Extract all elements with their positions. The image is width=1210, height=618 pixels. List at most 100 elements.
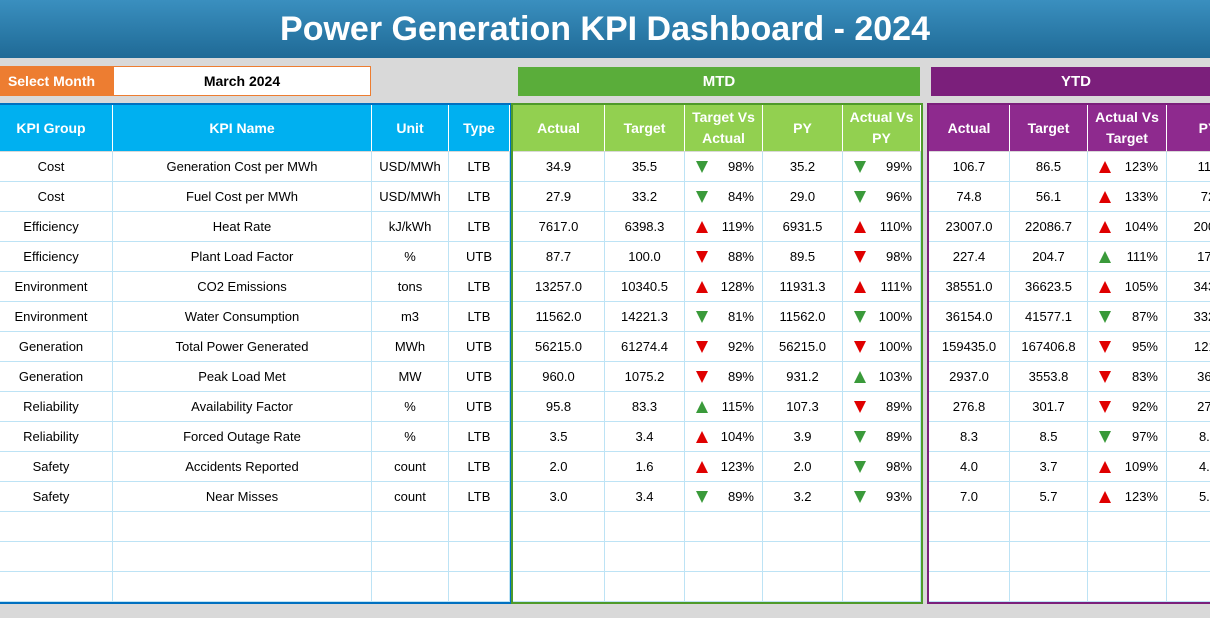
table-cell — [1167, 542, 1210, 572]
column-header: Type — [449, 105, 510, 151]
table-cell: 10340.5 — [605, 272, 685, 302]
table-cell: 35.5 — [605, 152, 685, 182]
table-cell — [449, 512, 510, 542]
table-cell: 87.7 — [513, 242, 605, 272]
cell-text: 92% — [727, 339, 754, 354]
cell-text: 104% — [1124, 219, 1158, 234]
status-arrow — [1099, 400, 1111, 413]
table-cell: 3.5 — [513, 422, 605, 452]
table-cell: 100% — [843, 332, 921, 362]
status-arrow — [696, 400, 708, 413]
column-header: PY — [1167, 105, 1210, 151]
status-icon — [854, 280, 866, 293]
status-icon — [854, 190, 866, 203]
column-header: KPI Name — [113, 105, 372, 151]
table-cell: 931.2 — [763, 362, 843, 392]
status-arrow — [1099, 460, 1111, 473]
table-cell: 123% — [685, 452, 763, 482]
cell-text: 115% — [721, 399, 754, 414]
month-selector[interactable]: March 2024 — [113, 66, 371, 96]
status-arrow — [1099, 250, 1111, 263]
status-icon — [1099, 340, 1111, 353]
cell-text: 100% — [878, 339, 912, 354]
table-cell: MWh — [372, 332, 449, 362]
table-cell: kJ/kWh — [372, 212, 449, 242]
status-arrow — [854, 250, 866, 263]
status-icon — [1099, 250, 1111, 263]
table-cell — [605, 512, 685, 542]
table-cell: Efficiency — [0, 242, 113, 272]
status-arrow — [854, 310, 866, 323]
table-cell: % — [372, 422, 449, 452]
status-icon — [696, 400, 708, 413]
table-cell: 1211 — [1167, 332, 1210, 362]
table-cell: 2.0 — [763, 452, 843, 482]
status-arrow — [696, 430, 708, 443]
cell-text: 88% — [727, 249, 754, 264]
table-cell: Safety — [0, 452, 113, 482]
table-cell: % — [372, 392, 449, 422]
table-cell: 92% — [1088, 392, 1167, 422]
table-cell — [0, 512, 113, 542]
cell-text: 103% — [878, 369, 912, 384]
table-cell: 56215.0 — [763, 332, 843, 362]
table-cell: 41577.1 — [1010, 302, 1088, 332]
ytd-banner: YTD — [931, 67, 1210, 96]
table-cell: LTB — [449, 152, 510, 182]
table-cell — [1010, 542, 1088, 572]
table-cell: 14221.3 — [605, 302, 685, 332]
table-cell — [1167, 572, 1210, 602]
table-cell: LTB — [449, 422, 510, 452]
table-cell: 35.2 — [763, 152, 843, 182]
table-cell: UTB — [449, 362, 510, 392]
cell-text: 123% — [1124, 159, 1158, 174]
cell-text: 133% — [1124, 189, 1158, 204]
cell-text: 123% — [720, 459, 754, 474]
table-cell: LTB — [449, 482, 510, 512]
cell-text: 89% — [727, 489, 754, 504]
cell-text: 111% — [1126, 249, 1158, 264]
table-cell: Generation — [0, 332, 113, 362]
table-cell: 98% — [843, 242, 921, 272]
table-cell: 111% — [1088, 242, 1167, 272]
status-icon — [1099, 490, 1111, 503]
status-icon — [854, 400, 866, 413]
status-icon — [1099, 310, 1111, 323]
table-cell — [843, 572, 921, 602]
cell-text: 98% — [885, 459, 912, 474]
status-arrow — [696, 490, 708, 503]
cell-text: 92% — [1131, 399, 1158, 414]
table-cell: 107.3 — [763, 392, 843, 422]
table-cell: tons — [372, 272, 449, 302]
table-cell: UTB — [449, 392, 510, 422]
table-cell — [763, 542, 843, 572]
status-arrow — [854, 220, 866, 233]
table-cell: 104% — [1088, 212, 1167, 242]
table-cell: 1.6 — [605, 452, 685, 482]
table-cell: Environment — [0, 302, 113, 332]
table-cell: 227.4 — [929, 242, 1010, 272]
table-cell: 3.2 — [763, 482, 843, 512]
status-icon — [696, 160, 708, 173]
cell-text: 93% — [885, 489, 912, 504]
table-cell: 92% — [685, 332, 763, 362]
cell-text: 98% — [727, 159, 754, 174]
table-cell: 6398.3 — [605, 212, 685, 242]
table-cell — [929, 512, 1010, 542]
table-cell: 111% — [843, 272, 921, 302]
table-cell: UTB — [449, 332, 510, 362]
table-cell: 87% — [1088, 302, 1167, 332]
table-cell: 103% — [843, 362, 921, 392]
table-cell: Forced Outage Rate — [113, 422, 372, 452]
table-cell: 8.3 — [929, 422, 1010, 452]
table-cell: 204.7 — [1010, 242, 1088, 272]
table-cell — [113, 512, 372, 542]
table-cell: 7617.0 — [513, 212, 605, 242]
table-cell: 159435.0 — [929, 332, 1010, 362]
status-icon — [854, 160, 866, 173]
table-cell: 100.0 — [605, 242, 685, 272]
mtd-banner: MTD — [518, 67, 920, 96]
status-arrow — [696, 160, 708, 173]
column-header: Actual Vs Target — [1088, 105, 1167, 151]
table-cell: 29.0 — [763, 182, 843, 212]
